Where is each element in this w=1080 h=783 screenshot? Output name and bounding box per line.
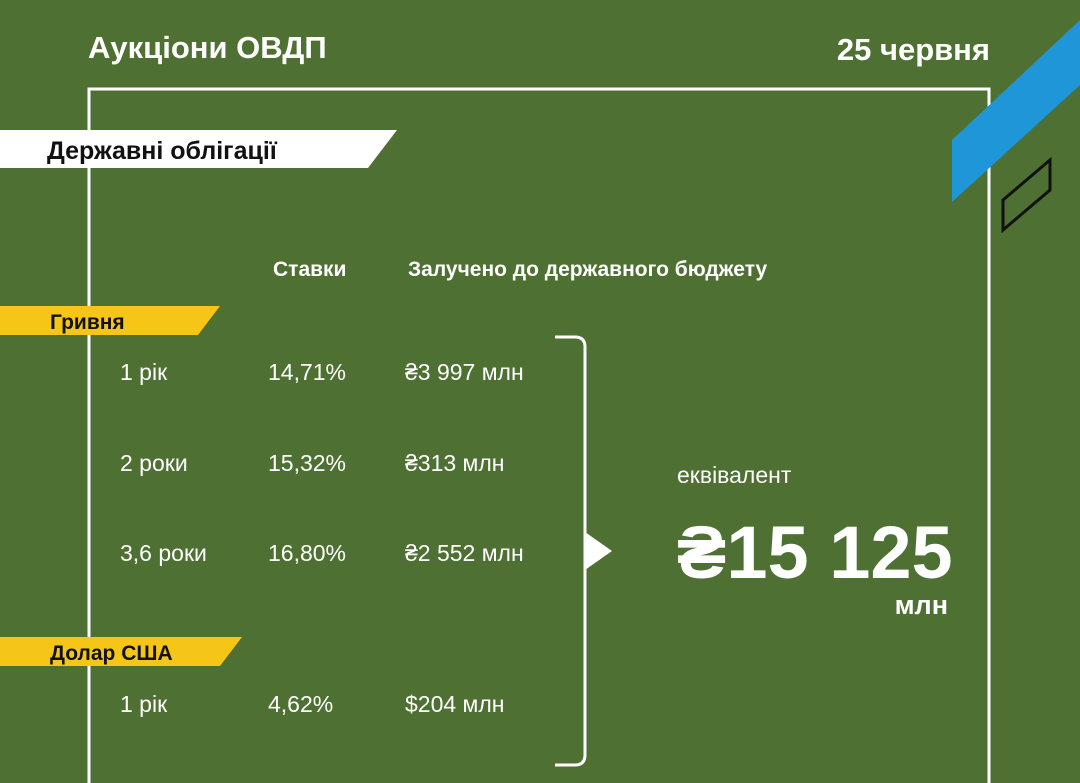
term: 1 рік bbox=[120, 691, 168, 717]
group-label: Долар США bbox=[50, 642, 173, 665]
group-label: Гривня bbox=[50, 311, 125, 334]
term: 3,6 роки bbox=[120, 540, 207, 566]
total-value: ₴15 125 bbox=[677, 511, 953, 594]
date: 25 червня bbox=[837, 32, 990, 67]
section-label: Державні облігації bbox=[47, 137, 278, 165]
amount: ₴3 997 млн bbox=[405, 359, 524, 385]
rate: 16,80% bbox=[268, 540, 346, 566]
rate: 14,71% bbox=[268, 359, 346, 385]
rate: 15,32% bbox=[268, 450, 346, 476]
column-header: Ставки bbox=[273, 258, 346, 281]
group-banner bbox=[0, 637, 242, 666]
term: 2 роки bbox=[120, 450, 188, 476]
outline-shape bbox=[1001, 156, 1052, 234]
arrow bbox=[585, 532, 612, 570]
blue-stripe bbox=[952, 20, 1080, 202]
term: 1 рік bbox=[120, 359, 168, 385]
amount: ₴2 552 млн bbox=[405, 540, 524, 566]
section-banner bbox=[0, 130, 397, 168]
title: Аукціони ОВДП bbox=[88, 30, 327, 65]
frame bbox=[87, 87, 991, 783]
amount: ₴313 млн bbox=[405, 450, 505, 476]
rate: 4,62% bbox=[268, 691, 333, 717]
total-unit: млн bbox=[895, 590, 948, 620]
total-label: еквівалент bbox=[677, 462, 792, 488]
column-header: Залучено до державного бюджету bbox=[408, 258, 768, 281]
group-banner bbox=[0, 306, 220, 335]
amount: $204 млн bbox=[405, 691, 505, 717]
